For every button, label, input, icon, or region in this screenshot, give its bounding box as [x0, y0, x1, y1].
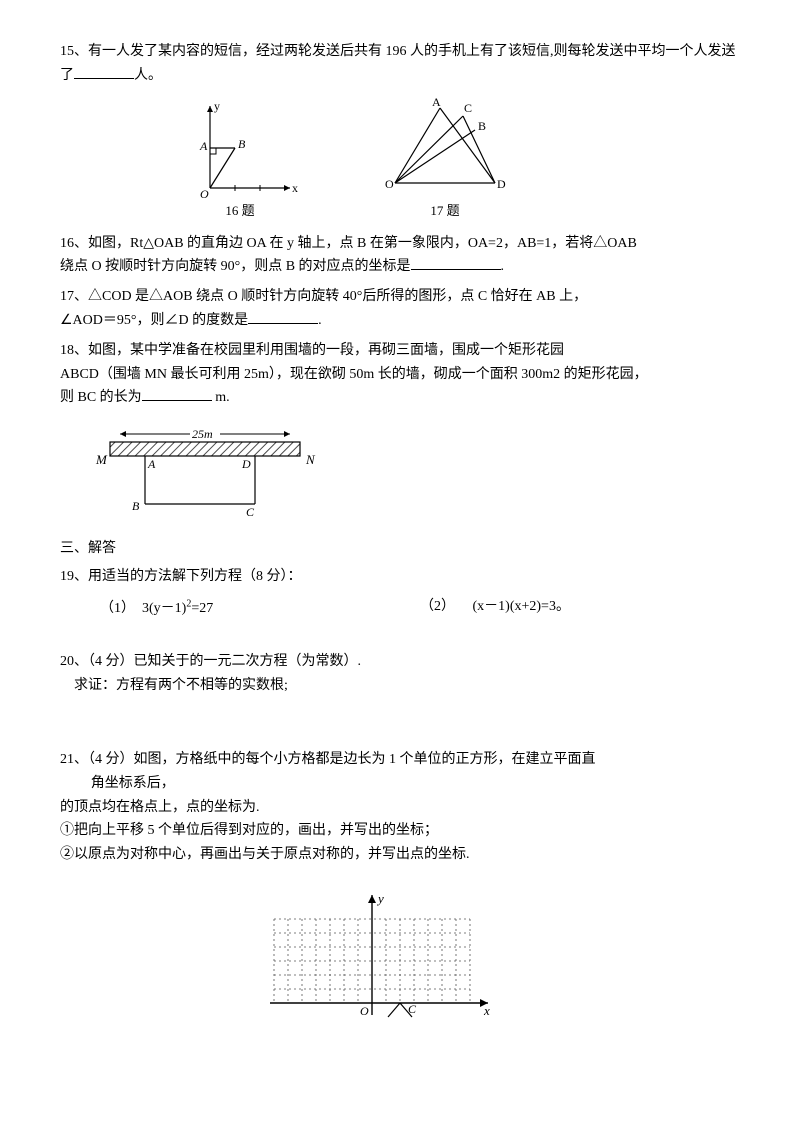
q15-blank [74, 64, 134, 79]
question-21: 21、（4 分）如图，方格纸中的每个小方格都是边长为 1 个单位的正方形，在建立… [60, 748, 740, 867]
svg-text:O: O [360, 1004, 369, 1018]
q21-line3: ①把向上平移 5 个单位后得到对应的，画出，并写出的坐标； [60, 819, 740, 843]
question-19: 19、用适当的方法解下列方程（8 分）： [60, 565, 740, 589]
q17-blank [248, 309, 318, 324]
svg-text:B: B [478, 119, 486, 133]
q21-line1b: 角坐标系后， [60, 772, 740, 796]
q19-b-label: （2） [420, 595, 455, 619]
fig17-caption: 17 题 [380, 200, 510, 222]
q19-a-eq: 3(y－1)2=27 [139, 601, 214, 616]
q19-equations: （1） 3(y－1)2=27 （2） (x－1)(x+2)=3。 [100, 595, 740, 620]
q19-a-label: （1） [100, 597, 135, 621]
q18-blank [142, 386, 212, 401]
q21-line4: ②以原点为对称中心，再画出与关于原点对称的，并写出点的坐标. [60, 843, 740, 867]
svg-text:D: D [241, 457, 251, 471]
q19-stem: 19、用适当的方法解下列方程（8 分）： [60, 565, 740, 589]
figure-16: A B O x y 16 题 [180, 98, 300, 222]
q19-b-eq: (x－1)(x+2)=3。 [473, 599, 570, 614]
question-17: 17、△COD 是△AOB 绕点 O 顺时针方向旋转 40°后所得的图形，点 C… [60, 285, 740, 333]
question-20: 20、（4 分）已知关于的一元二次方程（为常数）. 求证：方程有两个不相等的实数… [60, 650, 740, 698]
svg-text:A: A [432, 98, 441, 109]
figure-21: y x O C [260, 885, 740, 1025]
svg-text:x: x [483, 1003, 490, 1018]
q18-line1: 18、如图，某中学准备在校园里利用围墙的一段，再砌三面墙，围成一个矩形花园 [60, 339, 740, 363]
q17-line1: 17、△COD 是△AOB 绕点 O 顺时针方向旋转 40°后所得的图形，点 C… [60, 285, 740, 309]
q21-line1: 21、（4 分）如图，方格纸中的每个小方格都是边长为 1 个单位的正方形，在建立… [60, 748, 740, 772]
svg-text:B: B [132, 499, 140, 513]
figure-18: 25m M N A D B C [90, 424, 740, 519]
q20-line2: 求证：方程有两个不相等的实数根; [60, 674, 740, 698]
svg-text:D: D [497, 177, 506, 191]
q17-line2: ∠AOD＝95°，则∠D 的度数是. [60, 309, 740, 333]
q16-line2: 绕点 O 按顺时针方向旋转 90°，则点 B 的对应点的坐标是. [60, 255, 740, 279]
svg-text:C: C [408, 1002, 417, 1016]
fig16-caption: 16 题 [180, 200, 300, 222]
svg-text:y: y [376, 891, 384, 906]
svg-text:A: A [199, 139, 208, 153]
q20-line1: 20、（4 分）已知关于的一元二次方程（为常数）. [60, 650, 740, 674]
q18-line3: 则 BC 的长为 m. [60, 386, 740, 410]
question-16: 16、如图，Rt△OAB 的直角边 OA 在 y 轴上，点 B 在第一象限内，O… [60, 232, 740, 280]
svg-text:25m: 25m [192, 427, 213, 441]
q21-line2: 的顶点均在格点上，点的坐标为. [60, 796, 740, 820]
question-18: 18、如图，某中学准备在校园里利用围墙的一段，再砌三面墙，围成一个矩形花园 AB… [60, 339, 740, 410]
svg-text:B: B [238, 137, 246, 151]
svg-text:x: x [292, 181, 298, 195]
svg-text:y: y [214, 99, 220, 113]
svg-text:O: O [385, 177, 394, 191]
question-15: 15、有一人发了某内容的短信，经过两轮发送后共有 196 人的手机上有了该短信,… [60, 40, 740, 88]
q16-blank [411, 255, 501, 270]
q18-line2: ABCD（围墙 MN 最长可利用 25m），现在欲砌 50m 长的墙，砌成一个面… [60, 363, 740, 387]
figure-17: O D A C B 17 题 [380, 98, 510, 222]
section-3-title: 三、解答 [60, 537, 740, 561]
svg-text:C: C [464, 101, 472, 115]
svg-text:C: C [246, 505, 255, 519]
svg-text:M: M [95, 452, 108, 467]
q16-line1: 16、如图，Rt△OAB 的直角边 OA 在 y 轴上，点 B 在第一象限内，O… [60, 232, 740, 256]
q15-suffix: 人。 [134, 68, 162, 83]
svg-text:A: A [147, 457, 156, 471]
figures-row-16-17: A B O x y 16 题 O D A [180, 98, 740, 222]
svg-text:N: N [305, 452, 316, 467]
svg-text:O: O [200, 187, 209, 198]
